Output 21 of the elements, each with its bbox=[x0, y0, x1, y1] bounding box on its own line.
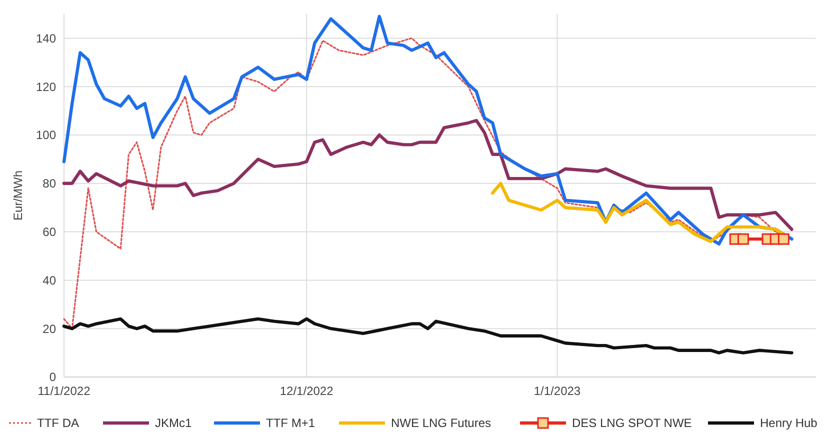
y-tick-label: 100 bbox=[36, 128, 56, 142]
y-tick-label: 80 bbox=[42, 176, 56, 191]
legend-label: NWE LNG Futures bbox=[391, 416, 492, 430]
y-axis-title: Eur/MWh bbox=[11, 170, 25, 221]
legend-label: JKMc1 bbox=[155, 416, 192, 430]
y-tick-label: 120 bbox=[36, 80, 56, 94]
x-tick-label: 12/1/2022 bbox=[280, 384, 334, 398]
y-tick-label: 40 bbox=[42, 273, 56, 288]
line-series bbox=[62, 317, 794, 354]
line-series bbox=[62, 118, 794, 231]
x-tick-label: 1/1/2023 bbox=[534, 384, 581, 398]
legend-label: DES LNG SPOT NWE bbox=[572, 416, 692, 430]
y-tick-label: 140 bbox=[36, 31, 56, 46]
legend-label: TTF DA bbox=[37, 416, 79, 430]
line-series bbox=[62, 14, 794, 246]
y-tick-label: 20 bbox=[42, 322, 56, 336]
y-tick-label: 60 bbox=[42, 225, 56, 239]
x-tick-label: 11/1/2022 bbox=[38, 384, 91, 398]
legend-label: TTF M+1 bbox=[266, 416, 316, 430]
legend-label: Henry Hub bbox=[760, 416, 818, 430]
y-tick-label: 0 bbox=[49, 370, 56, 384]
